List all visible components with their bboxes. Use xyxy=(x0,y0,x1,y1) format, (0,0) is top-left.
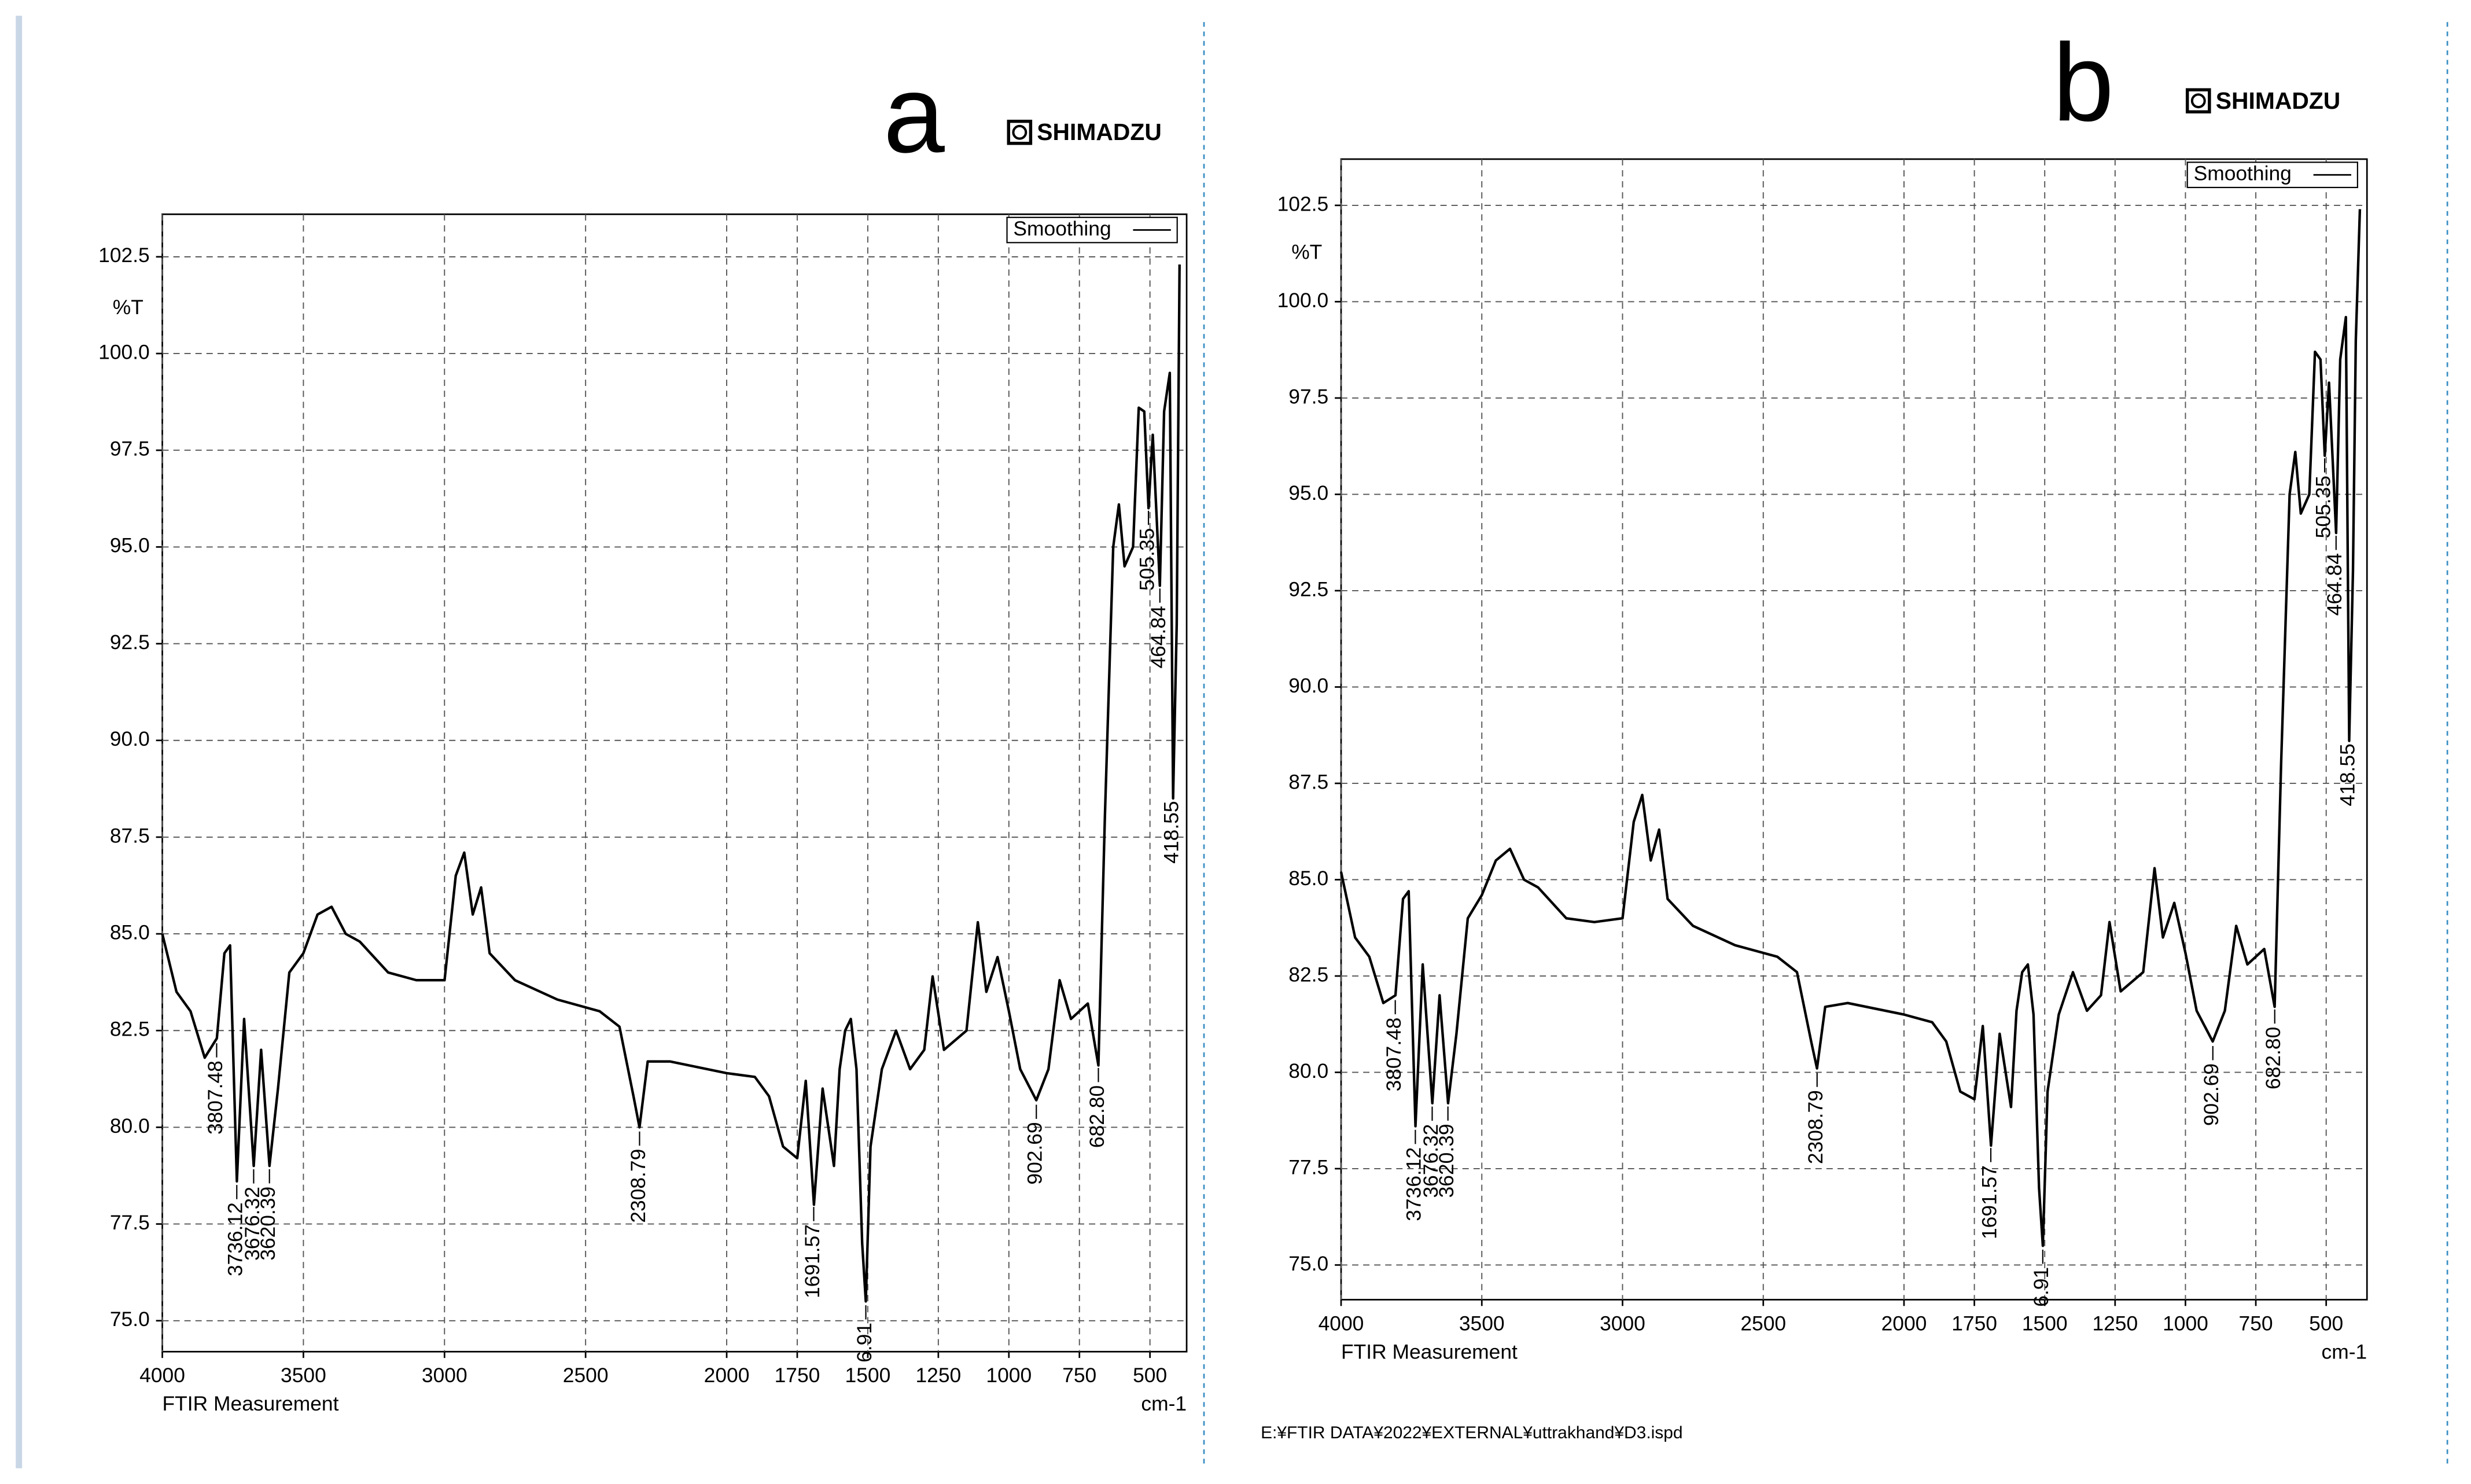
left-border xyxy=(16,16,23,1468)
x-axis-caption: FTIR Measurement xyxy=(163,1392,339,1415)
peak-label: 3736.12 xyxy=(224,1202,247,1276)
peak-label: 418.55 xyxy=(1160,801,1183,863)
x-tick-label: 2500 xyxy=(1740,1312,1786,1335)
peak-label: 902.69 xyxy=(2200,1063,2223,1126)
y-tick-label: 75.0 xyxy=(110,1308,150,1331)
y-tick-label: 75.0 xyxy=(1288,1252,1328,1275)
peak-label: 1691.57 xyxy=(1977,1165,2001,1239)
file-path: E:¥FTIR DATA¥2022¥EXTERNAL¥uttrakhand¥D3… xyxy=(1261,1423,1683,1442)
panel-letter: a xyxy=(883,53,945,176)
legend-label: Smoothing xyxy=(2194,162,2292,185)
peak-label: 3676.32 xyxy=(241,1187,264,1261)
y-tick-label: 102.5 xyxy=(1277,192,1329,215)
peak-label: 505.35 xyxy=(1135,528,1158,591)
brand: SHIMADZU xyxy=(2216,87,2341,114)
peak-label: 464.84 xyxy=(2323,553,2346,616)
y-tick-label: 87.5 xyxy=(110,824,150,847)
y-tick-label: 97.5 xyxy=(1288,385,1328,408)
x-tick-label: 500 xyxy=(2309,1312,2343,1335)
legend-label: Smoothing xyxy=(1013,217,1111,240)
x-tick-label: 1500 xyxy=(845,1364,891,1387)
peak-label: 6.91 xyxy=(2030,1267,2053,1307)
y-tick-label: 95.0 xyxy=(1288,481,1328,505)
y-tick-label: 102.5 xyxy=(98,244,150,267)
y-tick-label: 85.0 xyxy=(1288,867,1328,890)
y-axis-label: %T xyxy=(113,296,143,319)
panel-letter: b xyxy=(2053,21,2114,144)
peak-label: 3620.39 xyxy=(256,1187,279,1261)
plot-frame xyxy=(1340,158,2368,1301)
y-tick-label: 77.5 xyxy=(1288,1155,1328,1179)
x-tick-label: 2000 xyxy=(1881,1312,1927,1335)
x-tick-label: 1750 xyxy=(1951,1312,1997,1335)
y-tick-label: 90.0 xyxy=(110,727,150,750)
y-tick-label: 82.5 xyxy=(1288,963,1328,986)
y-tick-label: 100.0 xyxy=(98,340,150,363)
peak-label: 1691.57 xyxy=(801,1224,824,1298)
y-tick-label: 77.5 xyxy=(110,1211,150,1234)
peak-label: 3620.39 xyxy=(1435,1124,1458,1198)
brand-icon xyxy=(2190,93,2206,109)
peak-label: 682.80 xyxy=(2262,1027,2285,1089)
peak-label: 6.91 xyxy=(853,1323,876,1363)
brand-icon xyxy=(2185,88,2211,114)
x-axis-label: cm-1 xyxy=(1141,1392,1187,1415)
spectrum-line xyxy=(161,264,1181,1303)
peak-label: 505.35 xyxy=(2311,476,2334,538)
y-tick-label: 100.0 xyxy=(1277,289,1329,312)
brand-icon xyxy=(1012,124,1028,140)
peak-label: 3736.12 xyxy=(1402,1147,1426,1221)
spectrum-line xyxy=(1339,209,2362,1247)
x-axis-label: cm-1 xyxy=(2322,1340,2367,1363)
peak-label: 902.69 xyxy=(1023,1122,1047,1184)
peak-label: 2308.79 xyxy=(627,1149,650,1223)
brand: SHIMADZU xyxy=(1037,119,1162,145)
x-tick-label: 4000 xyxy=(139,1364,185,1387)
x-tick-label: 3500 xyxy=(1459,1312,1505,1335)
x-axis-caption: FTIR Measurement xyxy=(1341,1340,1518,1363)
y-tick-label: 80.0 xyxy=(110,1114,150,1137)
x-tick-label: 500 xyxy=(1133,1364,1167,1387)
x-tick-label: 750 xyxy=(1062,1364,1096,1387)
x-tick-label: 3000 xyxy=(422,1364,467,1387)
peak-label: 3807.48 xyxy=(1382,1018,1405,1092)
peak-label: 3676.32 xyxy=(1419,1124,1442,1198)
x-tick-label: 3000 xyxy=(1600,1312,1645,1335)
x-tick-label: 3500 xyxy=(281,1364,326,1387)
peak-label: 418.55 xyxy=(2336,743,2359,806)
y-tick-label: 92.5 xyxy=(110,631,150,654)
x-tick-label: 1000 xyxy=(986,1364,1032,1387)
x-tick-label: 2500 xyxy=(563,1364,609,1387)
x-tick-label: 1250 xyxy=(2092,1312,2138,1335)
y-tick-label: 82.5 xyxy=(110,1018,150,1041)
peak-label: 464.84 xyxy=(1147,606,1170,668)
y-tick-label: 97.5 xyxy=(110,437,150,461)
x-tick-label: 2000 xyxy=(704,1364,750,1387)
brand-icon xyxy=(1007,119,1033,145)
y-axis-label: %T xyxy=(1291,241,1322,264)
y-tick-label: 92.5 xyxy=(1288,577,1328,601)
x-tick-label: 1250 xyxy=(915,1364,961,1387)
x-tick-label: 1750 xyxy=(775,1364,820,1387)
y-tick-label: 95.0 xyxy=(110,534,150,557)
y-tick-label: 87.5 xyxy=(1288,770,1328,793)
x-tick-label: 1500 xyxy=(2022,1312,2068,1335)
x-tick-label: 750 xyxy=(2239,1312,2273,1335)
peak-label: 2308.79 xyxy=(1804,1090,1827,1164)
y-tick-label: 85.0 xyxy=(110,920,150,944)
y-tick-label: 80.0 xyxy=(1288,1059,1328,1082)
y-tick-label: 90.0 xyxy=(1288,674,1328,697)
peak-label: 3807.48 xyxy=(204,1060,227,1135)
peak-label: 682.80 xyxy=(1085,1085,1109,1148)
x-tick-label: 1000 xyxy=(2163,1312,2208,1335)
x-tick-label: 4000 xyxy=(1319,1312,1364,1335)
